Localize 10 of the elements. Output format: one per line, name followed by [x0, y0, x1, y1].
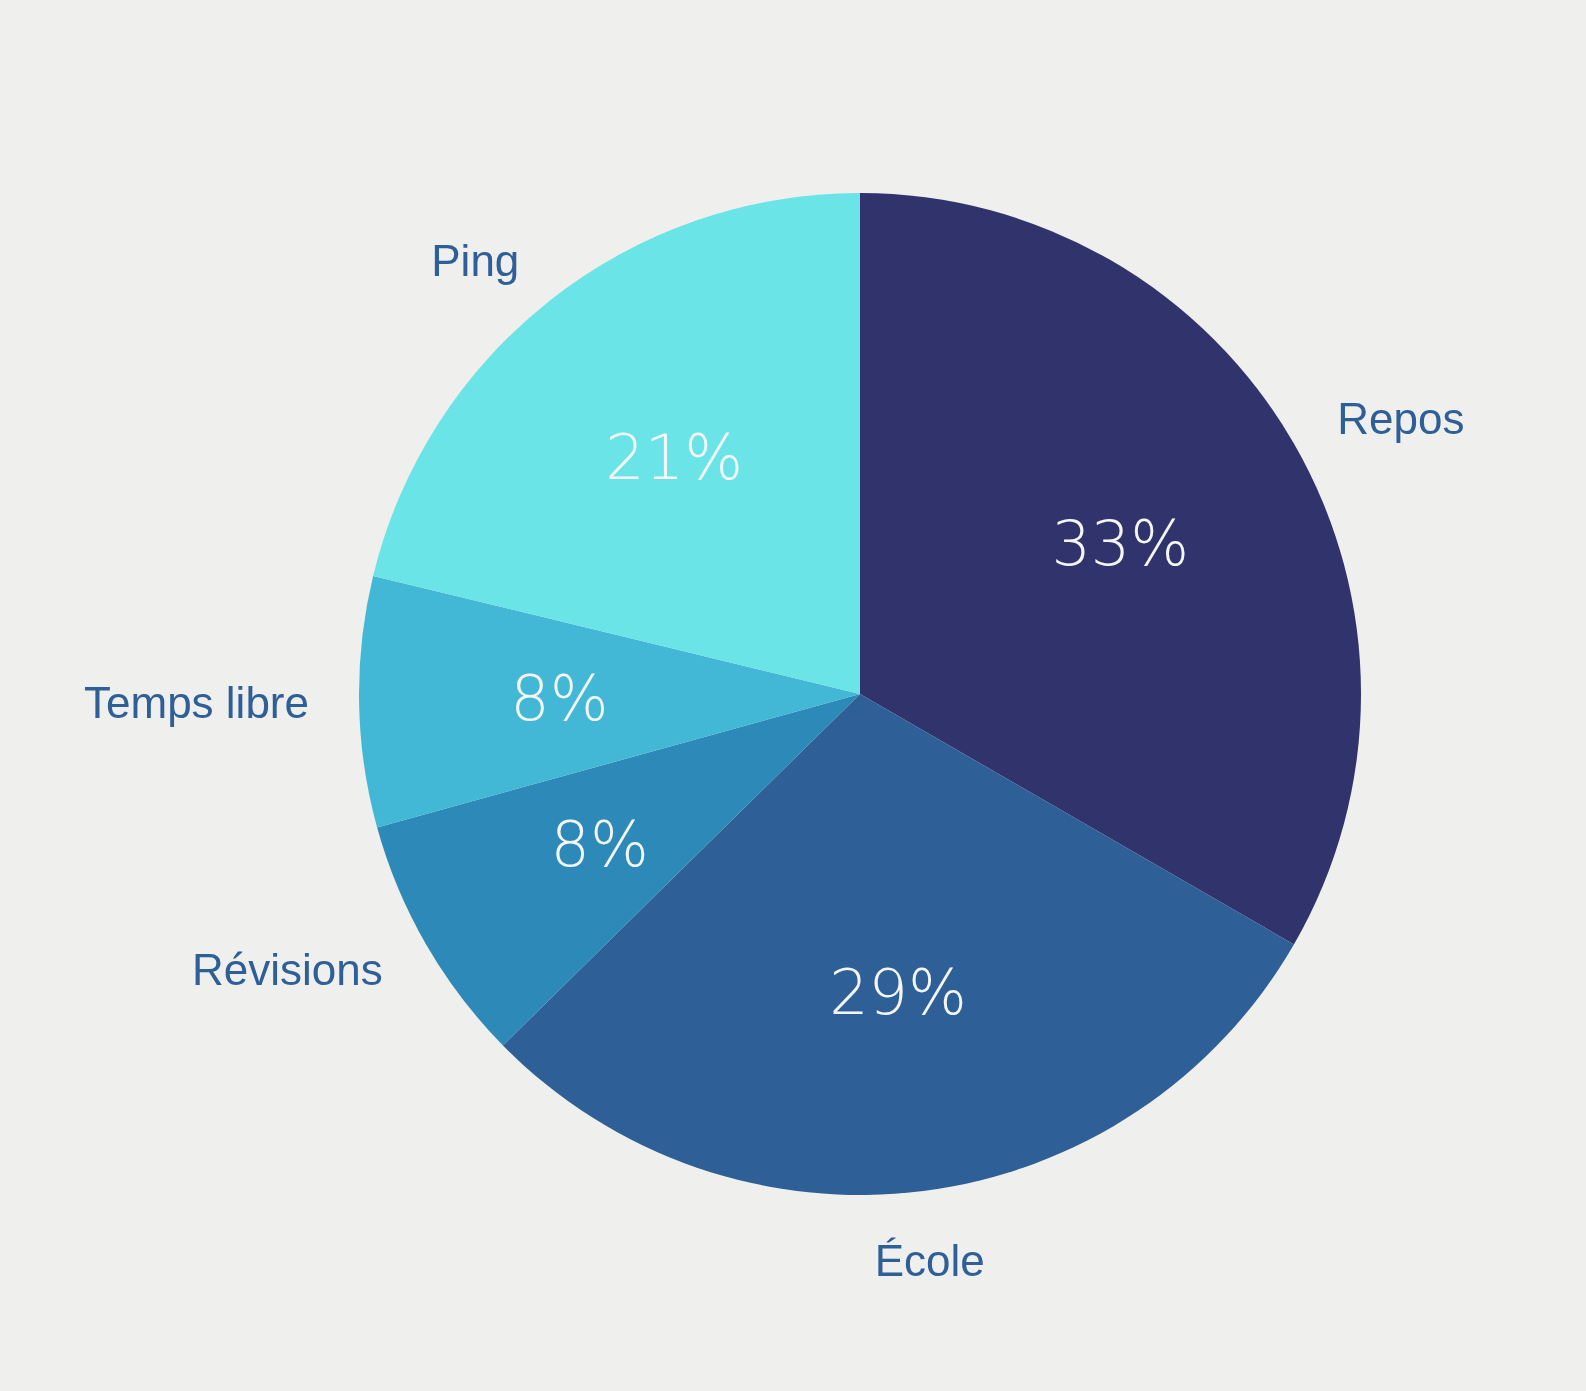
slice-label: École	[874, 1235, 985, 1285]
slice-label: Révisions	[191, 944, 383, 994]
slice-label: Ping	[431, 236, 520, 286]
slice-label: Repos	[1337, 393, 1465, 443]
data-label: 21%	[605, 421, 744, 495]
data-label: 29%	[829, 955, 967, 1029]
data-label: 8%	[550, 808, 649, 881]
slice-label: Temps libre	[84, 678, 309, 728]
data-label: 8%	[510, 662, 609, 736]
data-label: 33%	[1051, 507, 1190, 581]
